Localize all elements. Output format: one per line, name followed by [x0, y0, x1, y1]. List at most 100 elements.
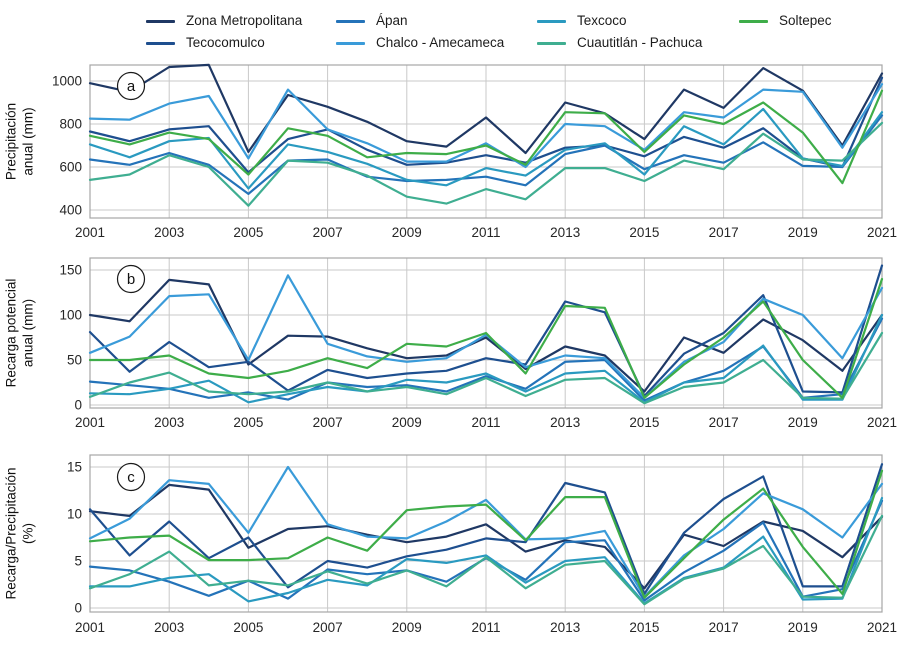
- plot-frame-c: [89, 454, 883, 613]
- y-axis-title-line: Recarga potencial: [4, 279, 19, 388]
- xtick-b-2003: 2003: [154, 415, 184, 430]
- y-axis-title-c: Recarga/Precipitación (%): [4, 467, 36, 599]
- xtick-c-2001: 2001: [75, 620, 105, 635]
- legend-swatch-apan: [336, 19, 365, 23]
- xtick-a-2011: 2011: [471, 225, 500, 240]
- xtick-c-2021: 2021: [867, 620, 897, 635]
- legend-item-tecocomulco: Tecocomulco: [146, 35, 265, 51]
- ytick-c-0: 0: [74, 601, 82, 616]
- panel-badge-circle-b: [116, 264, 146, 294]
- panel-a-series-chalco-amecameca: [88, 83, 884, 169]
- panel-c-series-zona-metropolitana: [88, 483, 884, 590]
- xtick-b-2015: 2015: [629, 415, 659, 430]
- xtick-a-2007: 2007: [313, 225, 343, 240]
- legend-item-soltepec: Soltepec: [739, 13, 832, 29]
- panel-b: 0 50 100 150 2001 2003 2005 2007 2009 2011 2013 201…: [4, 257, 897, 430]
- legend-swatch-texcoco: [537, 19, 566, 23]
- xtick-b-2019: 2019: [788, 415, 818, 430]
- xtick-a-2019: 2019: [788, 225, 818, 240]
- panel-b-series-cuautitlan-pachuca: [88, 331, 884, 405]
- panel-a-series-tecocomulco: [88, 76, 884, 174]
- xtick-c-2017: 2017: [709, 620, 739, 635]
- ytick-c-10: 10: [67, 507, 82, 522]
- panel-a-series-zona-metropolitana: [88, 63, 884, 155]
- legend-label-zona-metropolitana: Zona Metropolitana: [186, 13, 303, 28]
- panel-c-series-cuautitlan-pachuca: [88, 514, 884, 606]
- y-axis-title-b: Recarga potencial anual (mm): [4, 279, 36, 388]
- panel-b-series-apan: [88, 317, 884, 402]
- legend-item-apan: Ápan: [336, 13, 408, 29]
- xtick-c-2015: 2015: [629, 620, 659, 635]
- panel-a: 400 600 800 1000 2001 2003 2005 2007 2009 2011 201…: [4, 63, 897, 240]
- ytick-a-1000: 1000: [52, 74, 82, 89]
- y-axis-title-a: Precipitación anual (mm): [4, 103, 36, 180]
- xtick-a-2003: 2003: [154, 225, 184, 240]
- panel-c-series-tecocomulco: [88, 463, 884, 596]
- panel-b-series-zona-metropolitana: [88, 278, 884, 393]
- xtick-b-2007: 2007: [313, 415, 343, 430]
- ytick-c-15: 15: [67, 460, 82, 475]
- legend-label-texcoco: Texcoco: [577, 13, 627, 28]
- xtick-b-2011: 2011: [471, 415, 500, 430]
- xtick-a-2013: 2013: [550, 225, 580, 240]
- legend-label-apan: Ápan: [376, 13, 408, 28]
- legend-swatch-chalco-amecameca: [336, 41, 365, 45]
- xtick-b-2013: 2013: [550, 415, 580, 430]
- xtick-a-2009: 2009: [392, 225, 422, 240]
- panel-c-series-chalco-amecameca: [88, 465, 884, 598]
- xtick-b-2005: 2005: [233, 415, 263, 430]
- ytick-c-5: 5: [74, 554, 82, 569]
- ytick-b-150: 150: [59, 263, 82, 278]
- panel-a-series-texcoco: [88, 107, 884, 190]
- xtick-c-2019: 2019: [788, 620, 818, 635]
- y-axis-title-line: anual (mm): [21, 107, 36, 175]
- panel-b-series-tecocomulco: [88, 264, 884, 398]
- legend-label-cuautitlan-pachuca: Cuautitlán - Pachuca: [577, 35, 703, 50]
- xtick-a-2015: 2015: [629, 225, 659, 240]
- ytick-a-800: 800: [59, 117, 82, 132]
- panel-badge-circle-a: [116, 71, 146, 101]
- y-axis-title-line: (%): [21, 523, 36, 544]
- xtick-a-2021: 2021: [867, 225, 897, 240]
- xtick-a-2017: 2017: [709, 225, 739, 240]
- legend-item-chalco-amecameca: Chalco - Amecameca: [336, 35, 504, 51]
- xtick-c-2013: 2013: [550, 620, 580, 635]
- xtick-b-2001: 2001: [75, 415, 105, 430]
- panel-badge-letter-a: a: [127, 78, 136, 95]
- panel-a-series-soltepec: [88, 89, 884, 185]
- legend-label-soltepec: Soltepec: [779, 13, 832, 28]
- legend-swatch-tecocomulco: [146, 41, 175, 45]
- ytick-b-0: 0: [74, 398, 82, 413]
- xtick-c-2007: 2007: [313, 620, 343, 635]
- legend-item-texcoco: Texcoco: [537, 13, 627, 29]
- panel-badge-circle-c: [116, 462, 146, 492]
- panel-b-series-soltepec: [88, 277, 884, 399]
- xtick-b-2017: 2017: [709, 415, 739, 430]
- xtick-c-2003: 2003: [154, 620, 184, 635]
- plot-frame-a: [89, 64, 883, 219]
- legend-swatch-zona-metropolitana: [146, 19, 175, 23]
- legend-item-cuautitlan-pachuca: Cuautitlán - Pachuca: [537, 35, 702, 51]
- y-axis-title-line: anual (mm): [21, 299, 36, 367]
- legend-label-tecocomulco: Tecocomulco: [186, 35, 265, 50]
- xtick-a-2001: 2001: [75, 225, 105, 240]
- panel-c: 0 5 10 15 2001 2003 2005 2007 2009 2011 2013 2015 20…: [4, 454, 897, 635]
- legend-item-zona-metropolitana: Zona Metropolitana: [146, 13, 302, 29]
- legend: Zona Metropolitana Tecocomulco Ápan Chal…: [0, 0, 916, 56]
- panel-a-series-apan: [88, 114, 884, 195]
- panel-b-series-texcoco: [88, 313, 884, 404]
- ytick-b-50: 50: [67, 353, 82, 368]
- xtick-c-2009: 2009: [392, 620, 422, 635]
- y-axis-title-line: Recarga/Precipitación: [4, 467, 19, 599]
- legend-swatch-cuautitlan-pachuca: [537, 41, 566, 45]
- xtick-b-2021: 2021: [867, 415, 897, 430]
- ytick-a-400: 400: [59, 203, 82, 218]
- panel-badge-letter-b: b: [127, 271, 135, 288]
- y-axis-title-line: Precipitación: [4, 103, 19, 180]
- panel-badge-letter-c: c: [127, 469, 135, 486]
- ytick-a-600: 600: [59, 160, 82, 175]
- panel-a-series-cuautitlan-pachuca: [88, 121, 884, 207]
- xtick-c-2011: 2011: [471, 620, 500, 635]
